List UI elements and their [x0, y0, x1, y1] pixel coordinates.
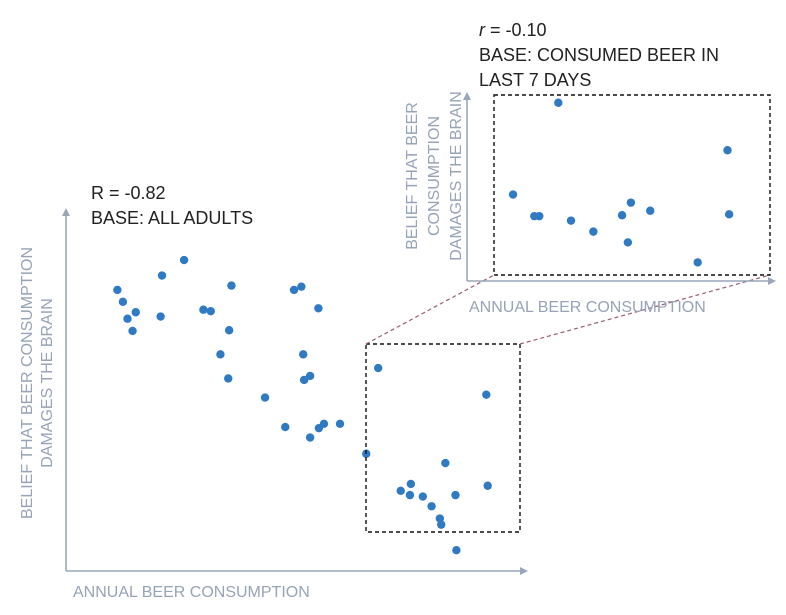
main-scatter-point-6 — [157, 271, 167, 280]
main-scatter-point-11 — [224, 374, 233, 383]
main-scatter-point-1 — [118, 297, 128, 306]
inset-scatter-point-11 — [723, 146, 732, 155]
inset-scatter-point-9 — [646, 206, 655, 215]
inset-annotation-r-line: r = -0.10 — [479, 20, 547, 40]
main-scatter-point-18 — [299, 350, 308, 359]
inset-scatter-point-12 — [724, 210, 734, 219]
main-scatter-point-31 — [418, 492, 428, 501]
inset-x-axis-arrow — [768, 277, 776, 285]
main-scatter-point-2 — [123, 314, 132, 323]
zoom-connector-left — [365, 274, 495, 345]
inset-scatter-point-5 — [554, 98, 563, 107]
inset-annotation-line-0: BASE: CONSUMED BEER IN — [479, 45, 719, 65]
inset-annotation-r-value: = -0.10 — [485, 20, 547, 40]
inset-scatter-point-3 — [566, 216, 576, 225]
main-annotation-line-1: BASE: ALL ADULTS — [91, 208, 253, 228]
inset-annotation-line-1: LAST 7 DAYS — [479, 70, 591, 90]
zoom-connector-right — [519, 274, 771, 345]
main-scatter-point-30 — [406, 479, 416, 489]
main-scatter-point-17 — [297, 282, 306, 291]
inset-box — [493, 94, 771, 276]
main-scatter-point-35 — [441, 458, 450, 468]
main-scatter-point-25 — [335, 419, 345, 429]
inset-annotation-r-symbol: r — [479, 20, 486, 40]
main-scatter-point-39 — [483, 481, 492, 490]
main-y-axis-arrow — [62, 208, 70, 216]
main-y-axis-label: BELIEF THAT BEER CONSUMPTION DAMAGES THE … — [19, 247, 56, 519]
main-x-axis-arrow — [520, 567, 528, 575]
main-scatter-point-5 — [156, 312, 165, 321]
main-scatter-point-36 — [451, 490, 460, 500]
main-x-axis-label: ANNUAL BEER CONSUMPTION — [73, 584, 310, 601]
main-scatter-point-28 — [396, 486, 405, 495]
main-scatter-point-3 — [128, 326, 137, 336]
main-scatter-point-38 — [482, 390, 491, 399]
main-scatter-point-4 — [131, 308, 140, 317]
main-zoom-box — [365, 343, 521, 533]
main-y-axis-label-line-0: BELIEF THAT BEER CONSUMPTION — [19, 247, 36, 519]
inset-y-axis-label-line-0: BELIEF THAT BEER — [404, 102, 421, 250]
main-scatter-point-37 — [452, 546, 461, 555]
inset-scatter-point-8 — [626, 198, 636, 207]
main-scatter-point-29 — [405, 490, 415, 500]
main-scatter-point-32 — [427, 502, 436, 511]
inset-scatter-point-7 — [623, 238, 633, 247]
main-scatter-point-22 — [314, 304, 323, 313]
inset-y-axis-label-line-2: DAMAGES THE BRAIN — [448, 91, 465, 261]
main-scatter-point-34 — [437, 520, 446, 529]
main-scatter-point-9 — [206, 306, 215, 316]
main-scatter-point-16 — [289, 285, 299, 295]
inset-x-axis-label: ANNUAL BEER CONSUMPTION — [469, 299, 706, 316]
inset-y-axis-label-line-1: CONSUMPTION — [426, 116, 443, 236]
main-scatter-point-24 — [319, 419, 329, 429]
main-scatter-point-13 — [227, 281, 236, 290]
main-annotation-line-0: R = -0.82 — [91, 183, 166, 203]
main-scatter-point-15 — [281, 422, 290, 432]
inset-scatter-point-2 — [535, 211, 544, 221]
main-scatter-point-19 — [299, 375, 309, 385]
main-scatter-point-21 — [305, 433, 315, 442]
inset-scatter-point-0 — [508, 190, 518, 199]
inset-y-axis-label: BELIEF THAT BEER CONSUMPTION DAMAGES THE B… — [404, 91, 465, 261]
inset-scatter-point-6 — [617, 211, 627, 220]
inset-scatter-point-4 — [589, 227, 598, 236]
inset-y-axis-arrow — [463, 92, 471, 100]
main-scatter-point-0 — [113, 285, 122, 295]
inset-scatter-point-10 — [693, 258, 702, 267]
main-scatter-point-10 — [216, 350, 225, 359]
main-scatter-point-20 — [305, 371, 315, 381]
main-scatter-point-12 — [224, 326, 234, 335]
main-scatter-point-27 — [374, 363, 383, 373]
main-y-axis-label-line-1: DAMAGES THE BRAIN — [39, 298, 56, 468]
main-scatter-point-8 — [199, 305, 208, 314]
main-scatter-point-7 — [179, 255, 189, 265]
main-scatter-point-14 — [260, 393, 270, 402]
